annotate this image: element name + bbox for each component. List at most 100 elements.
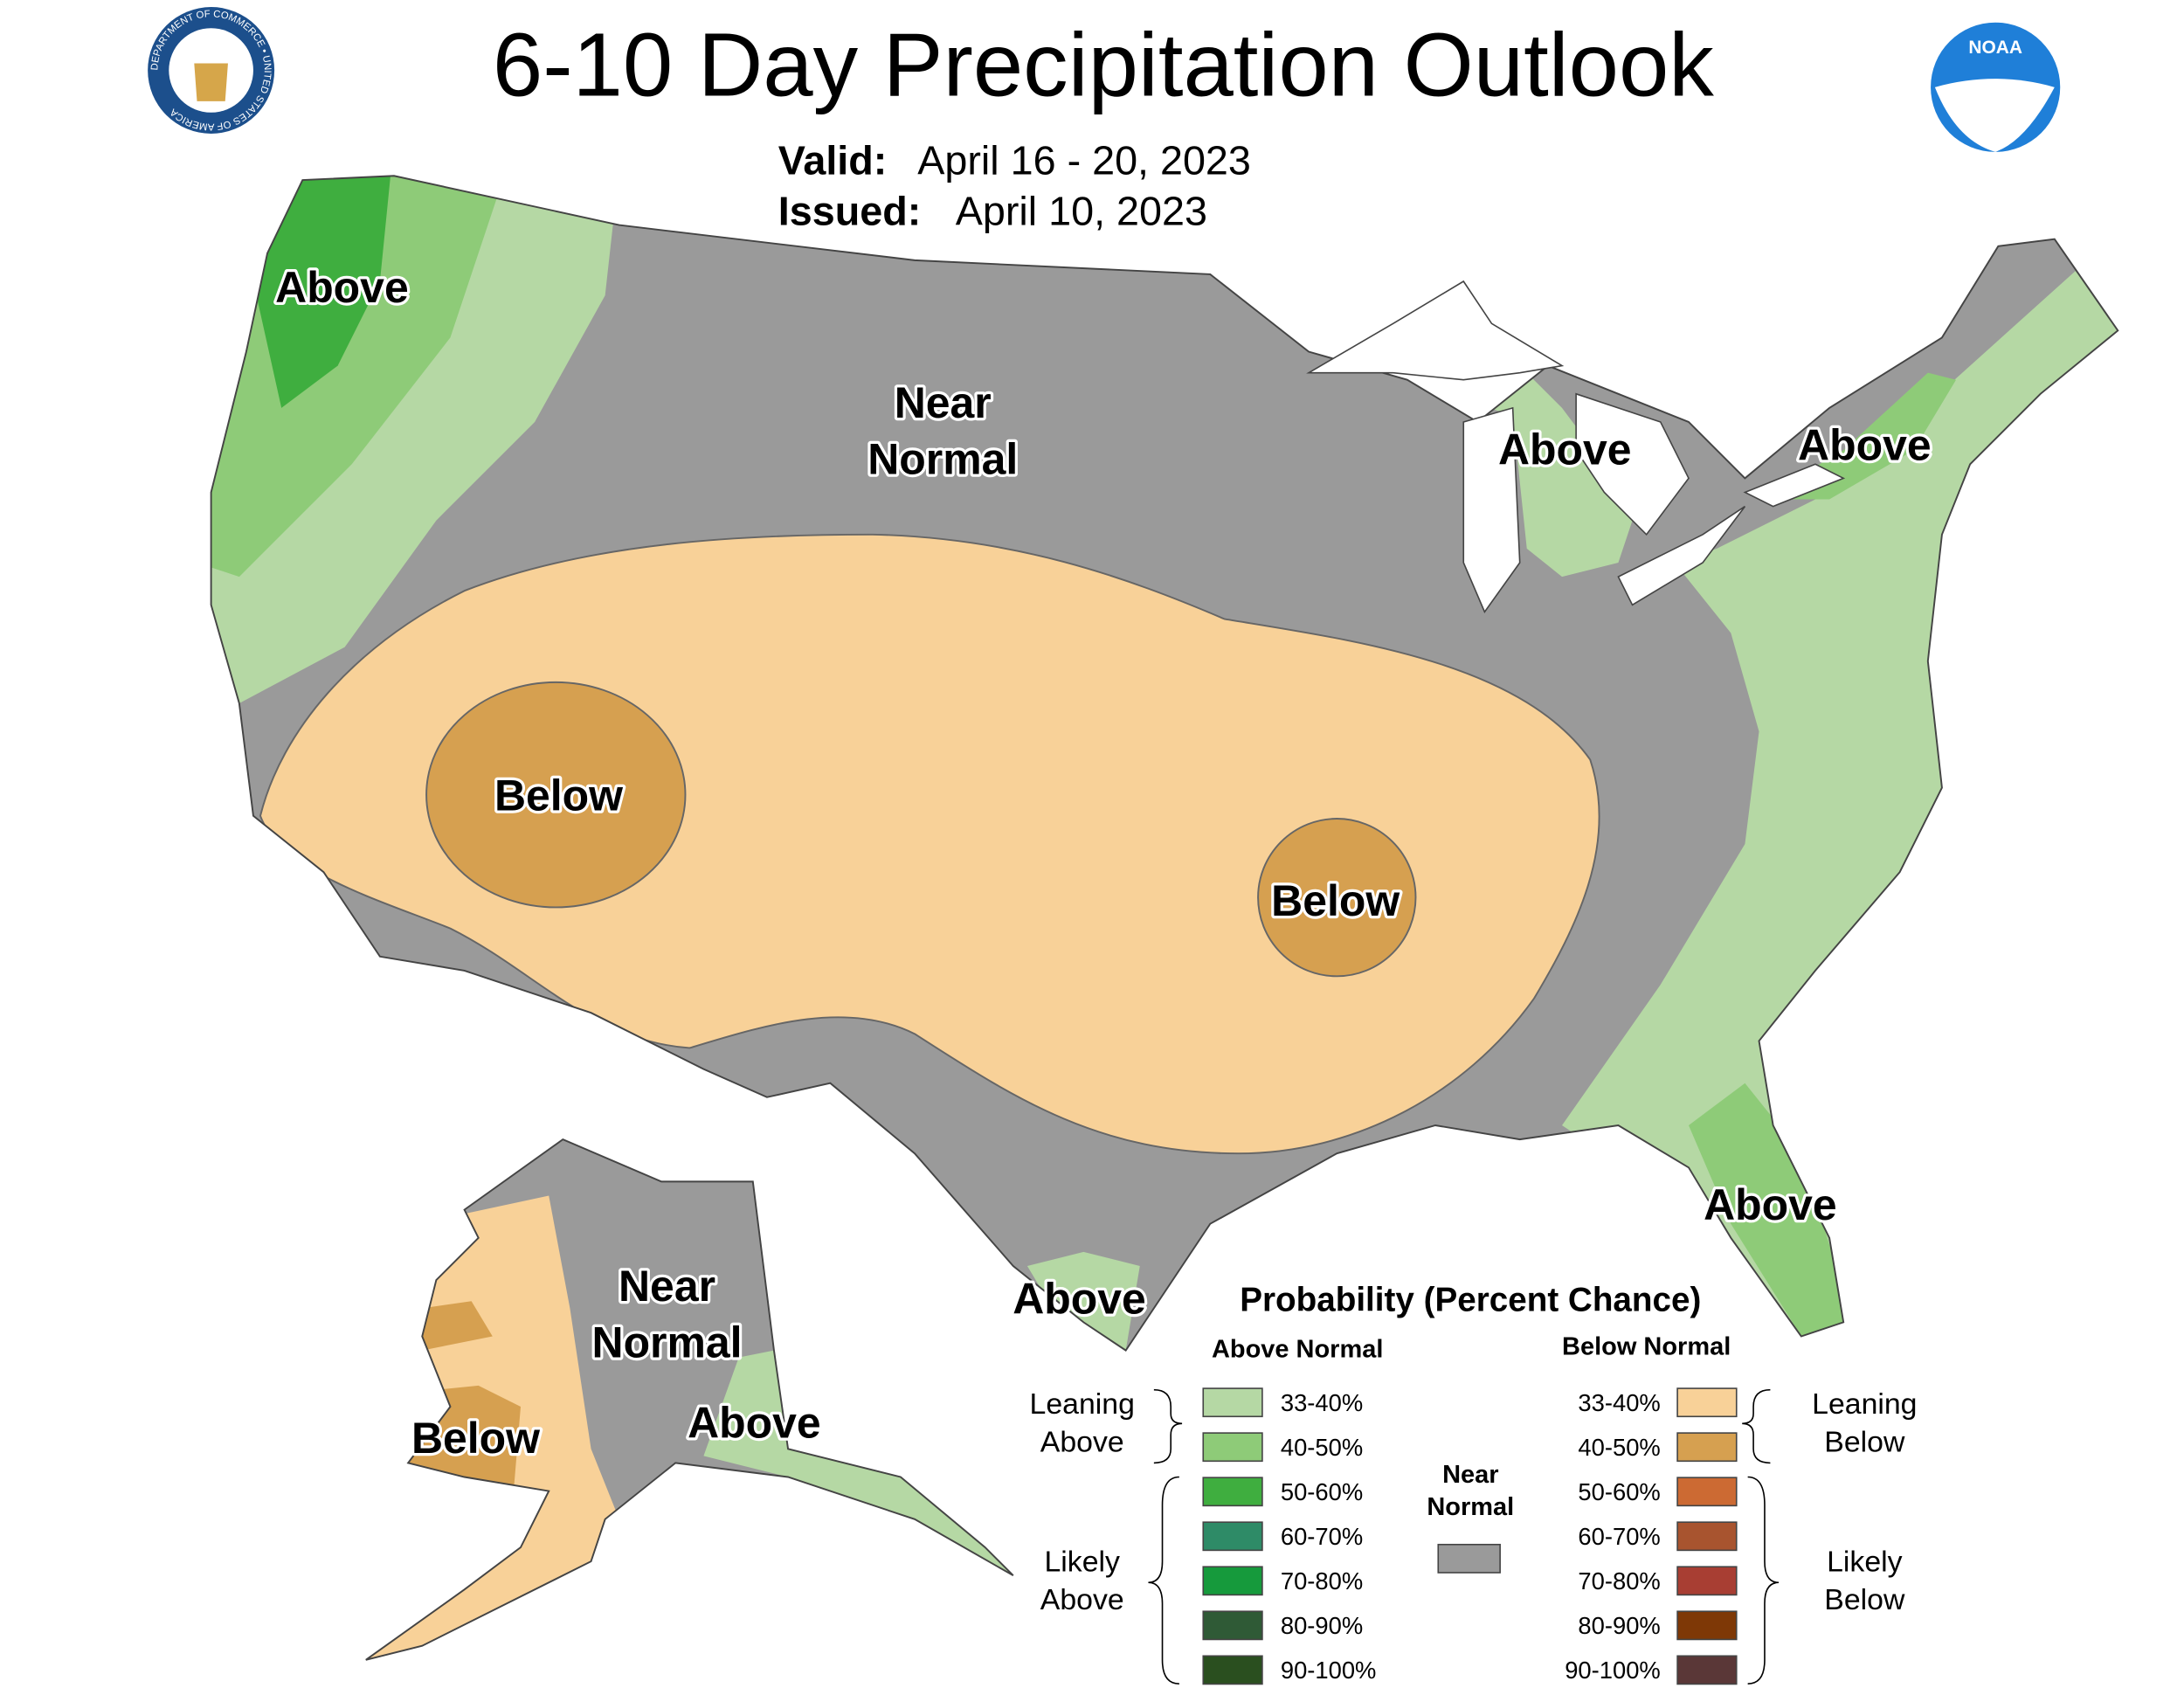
legend-swatch: [1676, 1566, 1738, 1596]
legend-swatch: [1202, 1432, 1263, 1463]
legend-group-label-line: Likely: [1045, 1545, 1121, 1578]
legend-header: Below Normal: [1562, 1332, 1731, 1360]
region-label-line: Above: [1704, 1180, 1837, 1229]
legend-label: 70-80%: [1578, 1567, 1660, 1595]
region-label: Above: [1013, 1275, 1146, 1324]
legend-label: 40-50%: [1578, 1434, 1660, 1461]
legend-group-label: Leaning Above: [1030, 1387, 1135, 1458]
legend-swatch: [1676, 1477, 1738, 1507]
region-label: Below: [494, 771, 623, 820]
region-label-line: Near: [619, 1262, 715, 1311]
legend-swatch: [1202, 1521, 1263, 1552]
region-label-line: Normal: [867, 435, 1018, 484]
lake: [1617, 505, 1746, 606]
legend-group-label-line: Above: [1040, 1426, 1124, 1459]
lake: [1306, 280, 1565, 381]
below-area: [425, 681, 687, 909]
title: 6-10 Day Precipitation Outlook: [493, 15, 1714, 115]
legend-label: 80-90%: [1578, 1612, 1660, 1639]
seal-shield: [194, 63, 228, 101]
conus: [211, 176, 2118, 1351]
legend-swatch: [1202, 1477, 1263, 1507]
near-normal-swatch: [1437, 1543, 1501, 1574]
legend-swatch: [1676, 1432, 1738, 1463]
above-area: [1026, 1251, 1140, 1351]
lake: [1743, 463, 1846, 508]
legend-swatch: [1676, 1521, 1738, 1552]
above-area: [1759, 372, 1957, 500]
region-label-line: Above: [1798, 420, 1932, 469]
legend-swatch: [1202, 1566, 1263, 1596]
legend-label: 80-90%: [1281, 1612, 1363, 1639]
above-area: [252, 176, 391, 408]
legend-group-label: Likely Below: [1824, 1545, 1905, 1615]
region-label-line: Above: [1013, 1275, 1146, 1324]
legend-swatch: [1202, 1655, 1263, 1685]
region-label-line: Below: [1271, 876, 1400, 925]
legend-swatch: [1676, 1655, 1738, 1685]
region-label: Above: [1704, 1180, 1837, 1229]
map-labels: Above Near Normal Above Above Below Below Above…: [273, 260, 1934, 1465]
seal-logo: DEPARTMENT OF COMMERCE • UNITED STATES O…: [148, 7, 275, 134]
brace: [1742, 1388, 1771, 1464]
below-area: [1257, 818, 1417, 978]
legend-group-label-line: Leaning: [1812, 1387, 1917, 1421]
region-label-line: Below: [411, 1414, 540, 1463]
below-area: [422, 1301, 493, 1351]
legend-label: 60-70%: [1281, 1523, 1363, 1550]
region-label: Near Normal: [867, 378, 1018, 483]
legend-label: 60-70%: [1578, 1523, 1660, 1550]
above-area: [703, 1350, 1013, 1590]
legend-group-label-line: Below: [1824, 1426, 1905, 1459]
legend-label: 33-40%: [1578, 1389, 1660, 1416]
legend-group-label-line: Leaning: [1030, 1387, 1135, 1421]
legend-group-label: Near Normal: [1427, 1461, 1514, 1521]
region-label-line: Near: [895, 378, 992, 427]
brace: [1148, 1476, 1179, 1685]
legend: Probability (Percent Chance) Above Norma…: [1030, 1282, 1918, 1685]
region-label: Above: [275, 263, 409, 312]
legend-group-label-line: Near: [1442, 1461, 1498, 1489]
lake: [1575, 392, 1690, 536]
legend-label: 40-50%: [1281, 1434, 1363, 1461]
legend-label: 70-80%: [1281, 1567, 1363, 1595]
legend-header: Above Normal: [1212, 1336, 1383, 1364]
legend-label: 90-100%: [1565, 1657, 1661, 1684]
legend-title: Probability (Percent Chance): [1240, 1282, 1701, 1319]
issued-date: April 10, 2023: [956, 189, 1207, 234]
legend-group-label-line: Below: [1824, 1583, 1905, 1616]
legend-label: 90-100%: [1281, 1657, 1377, 1684]
legend-label: 50-60%: [1281, 1478, 1363, 1505]
brace: [1153, 1388, 1183, 1464]
legend-swatch: [1676, 1610, 1738, 1641]
legend-swatch: [1676, 1387, 1738, 1418]
legend-group-label: Leaning Below: [1812, 1387, 1917, 1458]
lake: [1462, 406, 1521, 613]
conus-border: [210, 175, 2119, 1352]
noaa-wave: [1934, 79, 2055, 152]
brace: [1747, 1476, 1780, 1685]
region-label-line: Below: [494, 771, 623, 820]
legend-group-label-line: Normal: [1427, 1493, 1514, 1521]
above-area: [1688, 1083, 1858, 1337]
valid-date: April 16 - 20, 2023: [917, 138, 1251, 183]
above-area: [1449, 365, 1633, 578]
region-label-line: Above: [275, 263, 409, 312]
alaska-border: [365, 1138, 1014, 1661]
region-label: Below: [411, 1414, 540, 1463]
legend-swatch: [1202, 1610, 1263, 1641]
noaa-logo: NOAA: [1931, 22, 2061, 152]
valid-label: Valid:: [778, 138, 888, 183]
region-label-line: Normal: [592, 1318, 743, 1367]
region-label: Above: [1798, 420, 1932, 469]
legend-swatch: [1202, 1387, 1263, 1418]
legend-group-label-line: Above: [1040, 1583, 1124, 1616]
legend-label: 33-40%: [1281, 1389, 1363, 1416]
issued-label: Issued:: [778, 189, 921, 234]
region-label: Below: [1271, 876, 1400, 925]
great-lakes: [1306, 280, 1846, 613]
region-label: Near Normal: [592, 1262, 743, 1366]
legend-group-label-line: Likely: [1827, 1545, 1903, 1578]
noaa-text: NOAA: [1968, 38, 2022, 58]
region-label: Above: [1498, 425, 1632, 474]
